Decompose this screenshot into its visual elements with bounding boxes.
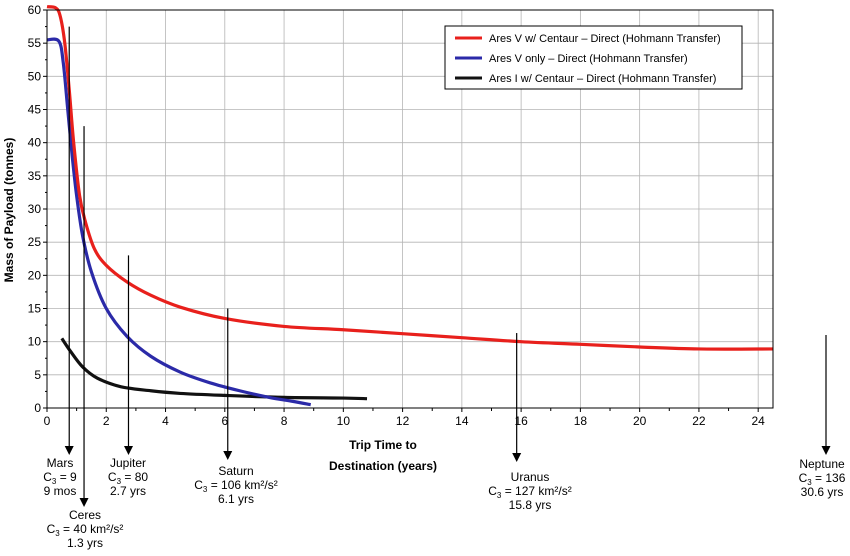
y-tick-label: 45	[28, 103, 42, 117]
x-axis-ticks: 0 2 4 6 8 10 12 14 16 18 20 22 24	[44, 408, 766, 428]
x-tick-label: 4	[162, 414, 169, 428]
neptune-c3-letter: C	[799, 471, 808, 485]
y-tick-label: 10	[28, 335, 42, 349]
saturn-c3-subscript: 3	[203, 485, 208, 494]
legend: Ares V w/ Centaur – Direct (Hohmann Tran…	[444, 25, 743, 90]
uranus-name: Uranus	[511, 470, 550, 484]
y-tick-label: 40	[28, 136, 42, 150]
legend-label-ares-v-centaur: Ares V w/ Centaur – Direct (Hohmann Tran…	[489, 33, 721, 45]
y-tick-label: 25	[28, 235, 42, 249]
uranus-arrow-head	[512, 453, 522, 462]
ceres-arrow-head	[79, 498, 89, 507]
neptune-c3-subscript: 3	[807, 478, 812, 487]
mars-c3-letter: C	[43, 470, 52, 484]
x-tick-label: 14	[455, 414, 469, 428]
x-axis-title-line1: Trip Time to	[349, 438, 417, 452]
x-tick-label: 18	[574, 414, 588, 428]
y-tick-label: 50	[28, 69, 42, 83]
neptune-arrow-head	[821, 446, 831, 455]
y-axis-ticks: 0 5 10 15 20 25 30 35 40 45 50 55 60	[28, 3, 47, 415]
series-line-1	[46, 37, 312, 407]
x-tick-label: 12	[396, 414, 410, 428]
jupiter-name: Jupiter	[110, 456, 146, 470]
jupiter-time: 2.7 yrs	[110, 484, 146, 498]
mars-time: 9 mos	[44, 484, 77, 498]
x-tick-label: 10	[337, 414, 351, 428]
ceres-c3-subscript: 3	[55, 529, 60, 538]
neptune-time: 30.6 yrs	[801, 485, 844, 499]
neptune-name: Neptune	[799, 457, 845, 471]
uranus-c3: C3 = 127 km²/s²	[488, 484, 571, 500]
saturn-name: Saturn	[218, 464, 253, 478]
y-tick-label: 5	[34, 368, 41, 382]
saturn-time: 6.1 yrs	[218, 492, 254, 506]
x-tick-label: 2	[103, 414, 110, 428]
y-tick-label: 15	[28, 302, 42, 316]
uranus-time: 15.8 yrs	[509, 498, 552, 512]
neptune-c3: C3 = 136	[799, 471, 846, 487]
mars-name: Mars	[47, 456, 74, 470]
x-tick-label: 22	[692, 414, 706, 428]
y-tick-label: 55	[28, 36, 42, 50]
mars-c3: C3 = 9	[43, 470, 77, 486]
x-tick-label: 16	[514, 414, 528, 428]
x-axis-title-line2: Destination (years)	[329, 459, 437, 473]
x-tick-label: 20	[633, 414, 647, 428]
ceres-c3: C3 = 40 km²/s²	[47, 522, 124, 538]
y-tick-label: 30	[28, 202, 42, 216]
ceres-c3-value: = 40 km²/s²	[60, 522, 124, 536]
mars-arrow-head	[64, 446, 74, 455]
jupiter-c3-letter: C	[108, 470, 117, 484]
series-line-0	[46, 5, 774, 351]
uranus-c3-value: = 127 km²/s²	[501, 484, 571, 498]
neptune-c3-value: = 136	[812, 471, 846, 485]
x-tick-label: 6	[221, 414, 228, 428]
series-line-2	[60, 337, 368, 401]
y-tick-label: 20	[28, 268, 42, 282]
legend-label-ares-i-centaur: Ares I w/ Centaur – Direct (Hohmann Tran…	[489, 73, 716, 85]
y-axis-title: Mass of Payload (tonnes)	[2, 138, 16, 283]
saturn-c3-value: = 106 km²/s²	[207, 478, 277, 492]
mars-c3-subscript: 3	[52, 477, 57, 486]
saturn-c3: C3 = 106 km²/s²	[194, 478, 277, 494]
mars-c3-value: = 9	[56, 470, 77, 484]
jupiter-c3-subscript: 3	[117, 477, 122, 486]
y-tick-label: 35	[28, 169, 42, 183]
saturn-c3-letter: C	[194, 478, 203, 492]
x-tick-label: 0	[44, 414, 51, 428]
ceres-time: 1.3 yrs	[67, 536, 103, 550]
x-tick-label: 8	[281, 414, 288, 428]
legend-box	[444, 25, 743, 90]
saturn-arrow-head	[223, 451, 233, 460]
x-tick-label: 24	[752, 414, 766, 428]
jupiter-c3-value: = 80	[121, 470, 148, 484]
jupiter-c3: C3 = 80	[108, 470, 148, 486]
y-tick-label: 60	[28, 3, 42, 17]
uranus-c3-letter: C	[488, 484, 497, 498]
ceres-name: Ceres	[69, 508, 101, 522]
series-lines	[46, 5, 774, 407]
ceres-c3-letter: C	[47, 522, 56, 536]
y-tick-label: 0	[34, 401, 41, 415]
uranus-c3-subscript: 3	[497, 491, 502, 500]
legend-label-ares-v-only: Ares V only – Direct (Hohmann Transfer)	[489, 53, 688, 65]
jupiter-arrow-head	[123, 446, 133, 455]
